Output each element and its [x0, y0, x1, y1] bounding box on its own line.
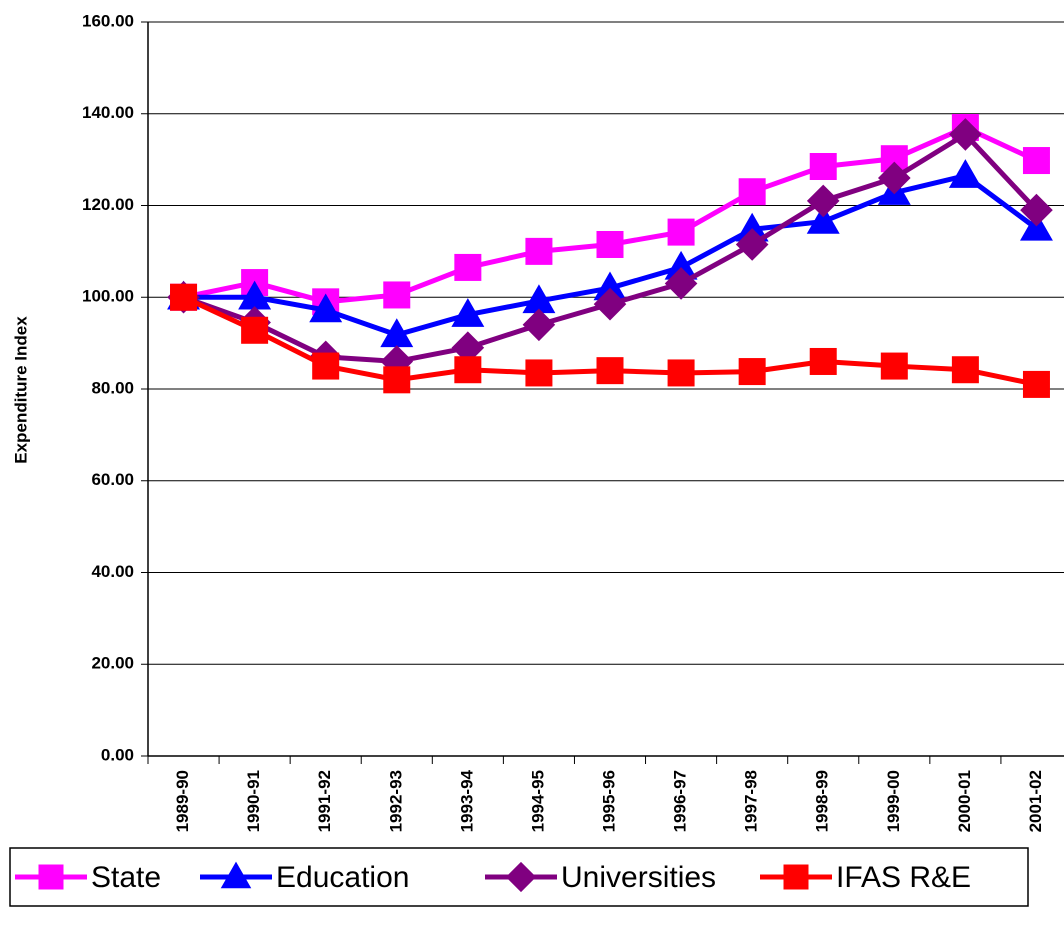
x-tick-label: 1990-91	[244, 770, 263, 832]
y-tick-label: 100.00	[82, 287, 134, 306]
marker	[596, 230, 624, 258]
y-tick-label: 160.00	[82, 11, 134, 30]
marker	[735, 228, 769, 261]
x-tick-label: 1997-98	[742, 770, 761, 832]
marker	[738, 178, 766, 206]
marker	[806, 184, 840, 218]
x-tick-label: 1989-90	[173, 770, 192, 832]
marker	[593, 287, 627, 321]
marker	[525, 237, 553, 265]
marker	[738, 358, 766, 386]
marker	[951, 356, 979, 384]
legend-label: Education	[276, 861, 409, 894]
y-tick-label: 20.00	[91, 654, 134, 673]
marker	[806, 204, 840, 234]
legend-marker	[220, 861, 252, 889]
x-tick-label: 1995-96	[599, 770, 618, 832]
marker	[1019, 211, 1053, 241]
marker	[309, 293, 343, 323]
marker	[596, 357, 624, 385]
x-tick-label: 1994-95	[528, 770, 547, 832]
legend-marker	[38, 864, 64, 890]
marker	[664, 267, 698, 300]
x-tick-label: 1993-94	[457, 769, 476, 832]
y-tick-label: 40.00	[91, 562, 134, 581]
y-tick-label: 140.00	[82, 103, 134, 122]
x-tick-label: 1998-99	[813, 770, 832, 832]
x-tick-label: 1999-00	[884, 770, 903, 832]
y-tick-label: 0.00	[101, 745, 134, 764]
marker	[525, 359, 553, 387]
marker	[878, 161, 911, 195]
marker	[1022, 370, 1050, 398]
marker	[809, 347, 837, 375]
marker	[454, 356, 482, 384]
y-tick-label: 80.00	[91, 378, 134, 397]
legend-label: IFAS R&E	[836, 861, 971, 894]
marker	[667, 359, 695, 387]
marker	[948, 159, 982, 188]
marker	[454, 253, 482, 281]
y-axis-label: Expenditure Index	[11, 316, 30, 464]
marker	[522, 308, 556, 342]
x-tick-label: 1996-97	[671, 770, 690, 832]
marker	[241, 316, 269, 344]
marker	[880, 352, 908, 380]
marker	[383, 281, 411, 309]
marker	[809, 153, 837, 181]
marker	[949, 118, 982, 151]
marker	[383, 366, 411, 394]
marker	[1022, 147, 1050, 175]
marker	[312, 352, 340, 380]
marker	[1020, 193, 1053, 227]
x-tick-label: 2000-01	[955, 770, 974, 832]
legend-label: Universities	[561, 861, 716, 894]
y-tick-label: 60.00	[91, 470, 134, 489]
marker	[451, 298, 485, 327]
x-tick-label: 1991-92	[315, 770, 334, 832]
y-tick-label: 120.00	[82, 195, 134, 214]
x-tick-label: 2001-02	[1026, 770, 1045, 832]
marker	[667, 218, 695, 246]
marker	[170, 283, 198, 311]
x-tick-label: 1992-93	[386, 770, 405, 832]
legend-marker	[505, 861, 537, 893]
legend-marker	[783, 864, 809, 890]
legend-label: State	[91, 861, 161, 894]
